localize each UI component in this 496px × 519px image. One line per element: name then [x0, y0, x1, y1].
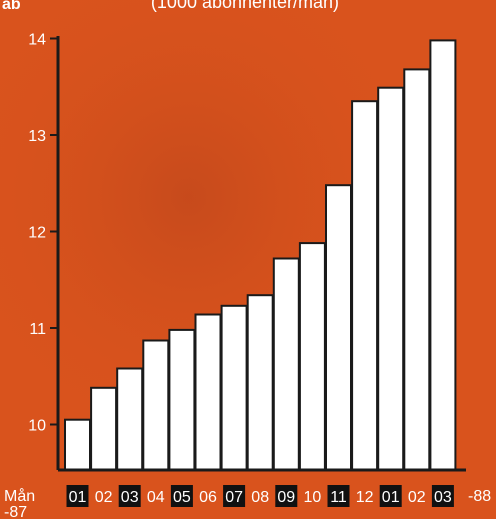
x-tick-label-12: 12	[356, 489, 374, 506]
x-tick-label-13: 01	[382, 489, 400, 506]
x-tick-label-8: 08	[251, 489, 269, 506]
bar-7	[220, 304, 248, 471]
x-axis-start-year: -87	[4, 504, 27, 519]
x-tick-label-2: 02	[95, 489, 113, 506]
y-axis-label: ab	[2, 0, 21, 13]
x-axis-end-year: -88	[468, 488, 491, 505]
x-tick-label-1: 01	[69, 489, 87, 506]
x-tick-label-5: 05	[173, 489, 191, 506]
bar-1	[64, 418, 91, 472]
x-tick-label-11: 11	[330, 489, 347, 506]
y-tick-label-13: 13	[28, 128, 46, 145]
bar-6	[194, 313, 222, 471]
x-tick-highlight-11	[327, 485, 350, 507]
x-axis-label: Mån	[4, 487, 35, 505]
bars-group	[64, 39, 457, 472]
x-tick-label-15: 03	[434, 489, 452, 506]
bar-11	[325, 184, 352, 471]
x-tick-label-4: 04	[147, 489, 165, 506]
bar-3	[116, 367, 144, 471]
y-tick-label-11: 11	[29, 321, 46, 338]
x-tick-highlight-1	[66, 485, 89, 507]
x-tick-highlight-5	[170, 485, 193, 507]
x-tick-label-9: 09	[277, 489, 295, 506]
bar-4	[142, 339, 170, 471]
bar-12	[351, 100, 379, 471]
bar-15	[429, 39, 457, 472]
x-tick-label-10: 10	[304, 489, 322, 506]
bar-13	[377, 86, 405, 471]
y-tick-label-10: 10	[28, 418, 46, 435]
y-tick-label-12: 12	[28, 225, 46, 242]
x-tick-label-6: 06	[199, 489, 217, 506]
x-tick-label-7: 07	[225, 489, 243, 506]
x-ticks-group: 01 02 03 04 05 06 07 08 09 10 11 12 01 02 03	[66, 485, 454, 507]
x-tick-highlight-15	[431, 485, 454, 507]
x-tick-label-3: 03	[121, 489, 139, 506]
bar-14	[403, 68, 431, 472]
x-tick-highlight-3	[118, 485, 141, 507]
chart-title: (1000 abonnenter/mån)	[151, 0, 339, 12]
bar-2	[90, 386, 118, 471]
bar-10	[298, 242, 326, 471]
bar-5	[168, 328, 196, 471]
bar-8	[246, 294, 274, 472]
x-tick-label-14: 02	[408, 489, 426, 506]
x-tick-highlight-7	[223, 485, 246, 507]
y-tick-label-14: 14	[28, 32, 46, 49]
x-tick-highlight-9	[275, 485, 298, 507]
bar-9	[272, 257, 300, 471]
x-tick-highlight-13	[379, 485, 402, 507]
